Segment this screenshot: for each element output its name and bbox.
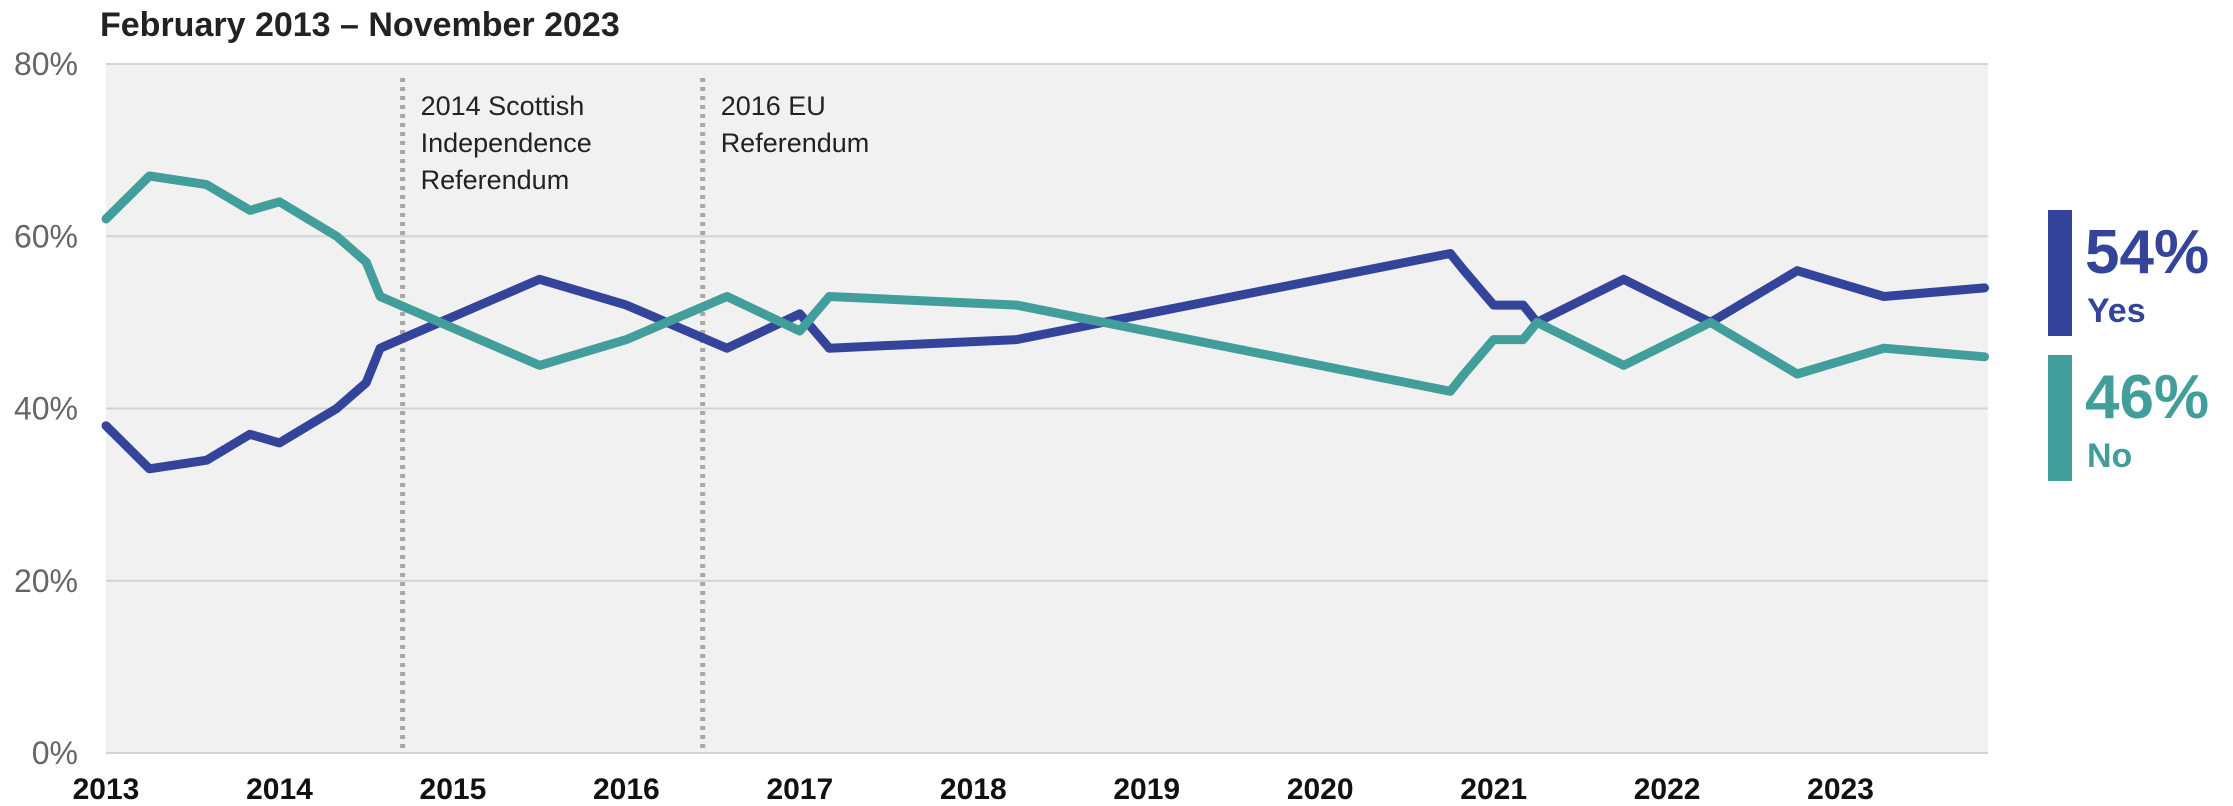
gridlines <box>106 63 1988 754</box>
y-tick-label: 80% <box>14 46 78 82</box>
series-line-no <box>101 171 1989 396</box>
event-annotation-label: Referendum <box>721 128 870 158</box>
y-tick-label: 60% <box>14 218 78 254</box>
series-line-yes <box>101 249 1989 474</box>
x-tick-label: 2013 <box>73 773 140 806</box>
y-tick-label: 40% <box>14 391 78 427</box>
event-annotation-label: 2014 Scottish <box>421 91 585 121</box>
legend-label-yes: Yes <box>2087 292 2146 330</box>
legend-swatch-no <box>2048 355 2072 481</box>
latest-value-no: 46% <box>2085 363 2209 432</box>
annotations: 2014 Scottish Independence Referendum 2016 … <box>400 78 870 753</box>
x-tick-label: 2019 <box>1113 773 1180 806</box>
event-annotation-label: Independence <box>421 128 592 158</box>
event-annotation-label: Referendum <box>421 165 570 195</box>
y-tick-label: 0% <box>32 735 78 771</box>
x-tick-label: 2016 <box>593 773 660 806</box>
x-axis-ticks: 2013 2014 2015 2016 2017 2018 2019 2020 2021 2022… <box>73 773 1874 806</box>
latest-value-yes: 54% <box>2085 218 2209 287</box>
legend-label-no: No <box>2087 437 2132 475</box>
x-tick-label: 2014 <box>246 773 313 806</box>
x-tick-label: 2015 <box>420 773 487 806</box>
series-lines <box>101 171 1989 474</box>
x-tick-label: 2020 <box>1287 773 1354 806</box>
x-tick-label: 2021 <box>1460 773 1527 806</box>
legend-swatch-yes <box>2048 210 2072 336</box>
legend: 54% Yes 46% No <box>2048 210 2209 481</box>
chart-title: February 2013 – November 2023 <box>100 6 620 44</box>
y-axis-ticks: 0% 20% 40% 60% 80% <box>14 46 78 771</box>
y-tick-label: 20% <box>14 563 78 599</box>
x-tick-label: 2018 <box>940 773 1007 806</box>
x-tick-label: 2022 <box>1634 773 1701 806</box>
x-tick-label: 2017 <box>766 773 833 806</box>
event-annotation-label: 2016 EU <box>721 91 826 121</box>
x-tick-label: 2023 <box>1807 773 1874 806</box>
